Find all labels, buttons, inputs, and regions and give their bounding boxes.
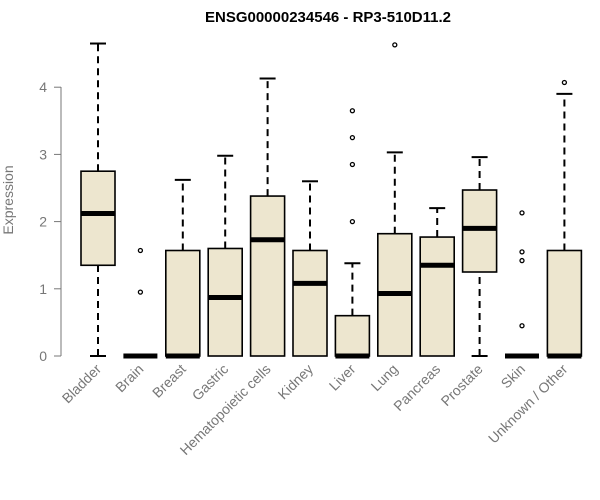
outlier-point — [561, 79, 568, 86]
outlier-point — [519, 249, 525, 255]
outlier-point — [519, 257, 525, 264]
y-axis-label: Expression — [0, 165, 16, 234]
x-tick-label: Kidney — [275, 361, 317, 403]
y-tick-label: 0 — [39, 348, 47, 364]
box-body — [80, 170, 116, 267]
x-tick-label: Liver — [326, 361, 359, 394]
box-bladder — [80, 42, 116, 357]
box-prostate — [461, 156, 498, 357]
boxes-group — [80, 42, 583, 359]
box-body — [249, 195, 286, 357]
box-lung — [376, 42, 413, 357]
box-hematopoietic-cells — [249, 77, 286, 357]
y-axis-ticks: 0 1 2 3 4 — [39, 79, 61, 364]
x-tick-label: Brain — [112, 361, 146, 395]
y-tick-label: 1 — [39, 281, 47, 297]
outlier-point — [349, 134, 356, 141]
x-tick-label: Prostate — [438, 361, 486, 409]
box-kidney — [292, 180, 328, 357]
outlier-point — [349, 218, 356, 225]
x-tick-label: Pancreas — [390, 361, 443, 414]
outlier-point — [349, 108, 356, 114]
y-tick-label: 2 — [39, 214, 47, 230]
box-body — [419, 236, 456, 357]
x-tick-label: Bladder — [59, 361, 105, 407]
x-tick-label: Skin — [498, 361, 529, 392]
box-pancreas — [419, 207, 456, 357]
box-skin — [505, 210, 539, 359]
y-tick-label: 4 — [39, 79, 47, 95]
box-body — [334, 314, 371, 357]
chart-title: ENSG00000234546 - RP3-510D11.2 — [205, 9, 451, 26]
x-tick-label: Unknown / Other — [485, 361, 571, 447]
outlier-point — [519, 323, 525, 329]
box-unknown-other — [546, 79, 583, 359]
box-body — [165, 249, 201, 357]
box-gastric — [207, 154, 243, 357]
box-liver — [334, 108, 371, 359]
box-body — [292, 249, 328, 357]
outlier-point — [519, 210, 525, 216]
box-breast — [165, 178, 201, 359]
x-tick-label: Lung — [368, 361, 401, 394]
y-tick-label: 3 — [39, 146, 47, 162]
box-body — [207, 247, 243, 357]
outlier-point — [137, 247, 144, 254]
outlier-point — [137, 289, 144, 295]
box-brain — [123, 247, 158, 359]
outlier-point — [349, 161, 356, 168]
box-body — [461, 189, 498, 273]
x-tick-label: Breast — [149, 361, 189, 401]
box-body — [546, 249, 583, 357]
outlier-point — [392, 42, 398, 48]
